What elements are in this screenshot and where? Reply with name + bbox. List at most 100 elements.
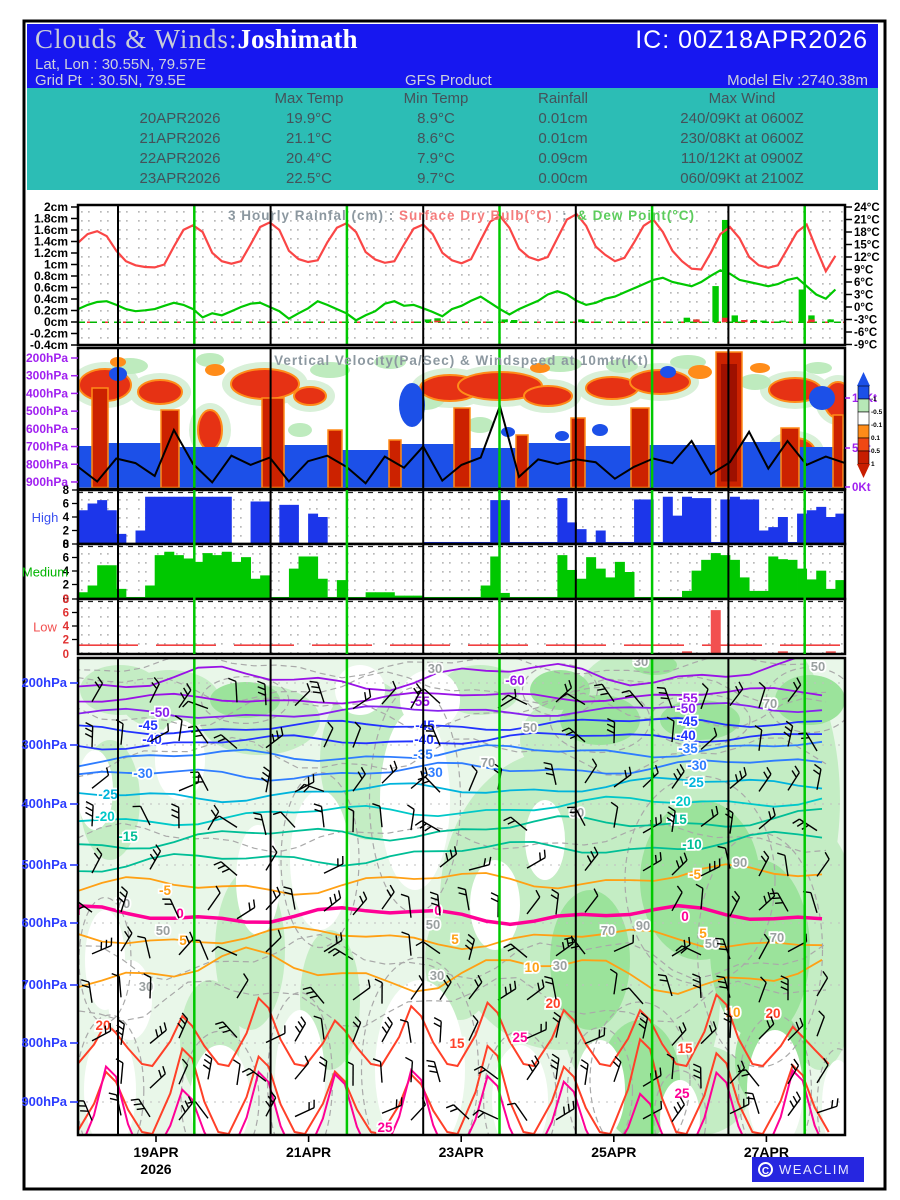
contour-label: 25 [512,1030,528,1045]
temp-axis-tick-label: 18°C [854,227,880,239]
rh-label: 30 [553,958,567,973]
medium-cloud-bar [250,578,261,599]
table-body: 20APR2026 19.9°C 8.9°C 0.01cm 240/09Kt at 06… [27,109,878,189]
medium-cloud-bar [97,565,108,599]
pressure-tick-label: 800hPa [21,1035,67,1050]
cloud-tick-label: 4 [63,621,70,633]
cloud-tick-label: 6 [63,499,69,511]
medium-cloud-bar [682,590,692,599]
temp-contour--35 [78,740,823,768]
pressure-tick-label: 500hPa [21,857,67,872]
medium-cloud-bar [260,575,271,599]
medium-cloud-bar [298,556,309,599]
col-max-temp: Max Temp [274,90,344,107]
temp-contour--20 [78,795,823,827]
logo-text: WEACLIM [779,1162,851,1177]
rain-bar [808,319,815,323]
table-cell [857,109,878,129]
table-header-row: Max Temp Min Temp Rainfall Max Wind [27,89,878,109]
rain-bar [424,319,432,323]
medium-cloud-bar [499,592,510,599]
table-cell: 060/09Kt at 2100Z [680,170,804,187]
table-cell: 7.9°C [417,150,455,167]
high-cloud-bar [634,499,645,544]
pressure-tick-label: 200hPa [26,351,68,365]
contour-label: -20 [95,809,115,824]
temp-contour--10 [78,830,823,873]
rain-axis-tick-label: -0.2cm [30,327,68,341]
rain-bar [693,319,700,323]
table-cell: 22.5°C [285,170,333,187]
pressure-tick-label: 600hPa [21,915,67,930]
high-cloud-bar [682,496,692,544]
rain-bar [578,319,585,323]
high-cloud-bar [729,496,740,544]
table-cell [857,149,878,169]
medium-cloud-bar [317,578,328,599]
velocity-colorbar: -1 -0.5 -0.1 0.1 0.5 1 [857,372,883,478]
wind-barbs [78,676,839,1123]
temp-axis-tick-label: 3°C [854,290,873,302]
rh-label: 50 [811,659,825,674]
rain-bar [501,319,508,323]
rain-axis-tick-label: 1.4cm [34,235,68,249]
rain-temp-panel: 2cm1.8cm1.6cm1.4cm1.2cm1cm0.8cm0.6cm0.4c… [30,200,880,352]
high-cloud-bar [308,513,319,544]
gridpoint-label: Grid Pt : 30.5N, 79.5E [35,72,186,89]
high-cloud-bar [835,513,846,544]
table-cell: 240/09Kt at 0600Z [680,110,804,127]
high-cloud-bar [672,515,683,544]
rain-bar [721,317,729,323]
contour-label: -55 [678,691,698,706]
table-cell: 0.01cm [538,110,588,127]
table-cell: 19.9°C [285,110,333,127]
medium-cloud-bar [576,578,587,599]
header-meta-row: Grid Pt : 30.5N, 79.5E GFS Product Model E… [35,72,870,89]
cloud-tick-label: 8 [63,594,70,606]
medium-cloud-bar [183,558,194,599]
high-cloud-bar [777,517,788,544]
contour-label: -60 [505,673,525,688]
medium-cloud-bar [490,556,501,599]
medium-cloud-bar [308,556,319,599]
vertical-velocity-panel: 200hPa 300hPa 400hPa 500hPa 600hPa 700hPa 800h… [26,346,883,494]
contour-label: 20 [545,996,560,1011]
medium-cloud-bar [749,590,760,599]
table-cell: 0.00cm [538,170,588,187]
rain-axis-tick-label: 0cm [44,315,68,329]
table-cell: 22APR2026 [139,150,221,167]
header: Clouds & Winds:Joshimath IC: 00Z18APR2026… [27,24,878,89]
medium-cloud-bar [586,557,597,599]
location-title: Joshimath [237,24,358,54]
table-cell [857,129,878,149]
table-cell: 8.9°C [417,110,455,127]
cross-section-panel: -60-55-55-50-50-45-45-45-40-40-40-35-35-… [21,656,847,1177]
table-header-spacer2 [115,89,245,109]
high-cloud-bar [739,499,750,544]
table-header-spacer [27,89,115,109]
initial-condition-label: IC: 00Z18APR2026 [635,26,868,54]
medium-cloud-bar [221,551,232,599]
rain-bar [731,315,738,323]
contour-label: -30 [133,766,153,781]
high-cloud-bar [183,496,194,544]
contour-label: -35 [678,741,698,756]
elevation-label: Model Elv :2740.38m [727,72,868,89]
contour-label: 15 [449,1036,465,1051]
table-cell [27,109,115,129]
temp-axis-tick-label: -3°C [854,315,877,327]
colorbar-tick-label: 0.5 [871,448,880,455]
colorbar-tick-label: -0.5 [871,409,883,416]
high-cloud-bar [145,496,156,544]
rain-bar [750,320,758,323]
date-tick-label: 25APR [591,1144,636,1160]
cloud-tick-label: 8 [63,539,70,551]
date-tick-label: 23APR [439,1144,484,1160]
rain-bar [511,320,518,323]
pressure-tick-label: 400hPa [26,386,68,400]
pressure-tick-label: 400hPa [21,796,67,811]
high-cloud-bar [288,504,299,544]
medium-cloud-bar [720,555,731,599]
contour-label: -5 [159,883,171,898]
rh-label: 70 [601,923,615,938]
